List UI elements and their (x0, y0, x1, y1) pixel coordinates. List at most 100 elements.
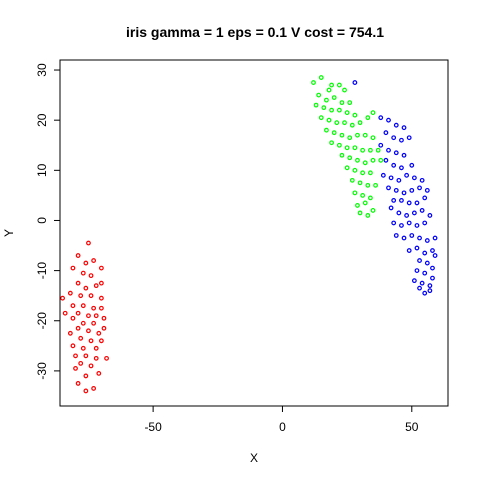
data-point (419, 280, 425, 286)
data-point (393, 150, 399, 156)
data-point (70, 303, 76, 309)
data-point (349, 177, 355, 183)
data-point (370, 135, 376, 141)
data-point (91, 305, 97, 311)
data-point (365, 115, 371, 121)
data-point (313, 102, 319, 108)
series-2 (352, 80, 438, 296)
data-point (430, 248, 435, 253)
data-point (406, 220, 412, 226)
y-axis-label: Y (2, 229, 16, 237)
data-point (311, 80, 316, 85)
data-point (339, 100, 345, 106)
data-point (83, 373, 89, 379)
data-point (318, 75, 324, 80)
data-point (391, 220, 397, 226)
data-point (368, 170, 373, 176)
data-point (388, 205, 394, 211)
data-point (342, 120, 347, 126)
data-point (401, 125, 407, 131)
points-layer (60, 75, 438, 394)
data-point (86, 313, 91, 319)
data-point (386, 147, 391, 153)
data-point (396, 210, 402, 216)
data-point (432, 253, 438, 258)
data-point (362, 132, 368, 138)
data-point (75, 310, 81, 316)
data-point (424, 187, 430, 193)
data-point (391, 135, 397, 141)
data-point (347, 100, 353, 106)
data-point (424, 260, 430, 266)
data-point (401, 235, 407, 241)
data-point (422, 270, 428, 276)
data-point (368, 195, 373, 201)
data-point (406, 200, 412, 206)
data-point (96, 330, 102, 336)
data-point (422, 250, 428, 256)
data-point (83, 388, 89, 394)
data-point (378, 115, 384, 121)
data-point (93, 355, 99, 361)
data-point (362, 160, 368, 166)
data-point (344, 145, 350, 151)
data-point (414, 200, 420, 206)
data-point (91, 320, 97, 326)
data-point (326, 117, 332, 123)
y-tick-label: -10 (35, 262, 49, 280)
data-point (370, 110, 376, 116)
data-point (409, 187, 415, 193)
data-point (370, 157, 376, 163)
data-point (75, 381, 81, 386)
data-point (391, 198, 397, 203)
data-point (101, 325, 107, 331)
x-tick-label: -50 (144, 420, 162, 434)
data-point (349, 122, 355, 128)
data-point (365, 182, 371, 188)
data-point (419, 208, 425, 213)
data-point (424, 238, 430, 243)
data-point (406, 135, 412, 141)
data-point (378, 157, 384, 163)
data-point (411, 210, 417, 216)
data-point (326, 87, 332, 93)
data-point (365, 213, 371, 218)
series-1 (311, 75, 384, 218)
data-point (386, 117, 391, 123)
data-point (344, 110, 350, 116)
data-point (401, 190, 407, 196)
data-point (427, 283, 433, 289)
data-point (70, 343, 76, 349)
data-point (60, 295, 65, 301)
data-point (386, 185, 391, 191)
data-point (336, 142, 342, 148)
data-point (329, 82, 335, 88)
data-point (388, 175, 394, 181)
data-point (414, 268, 420, 274)
series-0 (60, 240, 109, 394)
data-point (86, 328, 91, 334)
data-point (339, 152, 345, 158)
data-point (422, 290, 428, 296)
data-point (357, 180, 363, 186)
data-point (347, 155, 353, 161)
data-point (83, 285, 89, 291)
data-point (352, 190, 358, 196)
data-point (393, 233, 399, 238)
data-point (383, 130, 389, 136)
data-point (93, 283, 99, 289)
data-point (375, 147, 381, 153)
x-axis-label: X (250, 451, 258, 465)
y-tick-label: -20 (35, 312, 49, 330)
data-point (399, 198, 404, 203)
data-point (80, 303, 86, 309)
data-point (399, 223, 404, 228)
y-tick-label: 20 (35, 113, 49, 127)
data-point (355, 203, 360, 208)
chart-title: iris gamma = 1 eps = 0.1 V cost = 754.1 (126, 24, 384, 40)
data-point (383, 157, 389, 163)
data-point (406, 248, 412, 253)
data-point (75, 253, 81, 258)
data-point (352, 167, 358, 173)
